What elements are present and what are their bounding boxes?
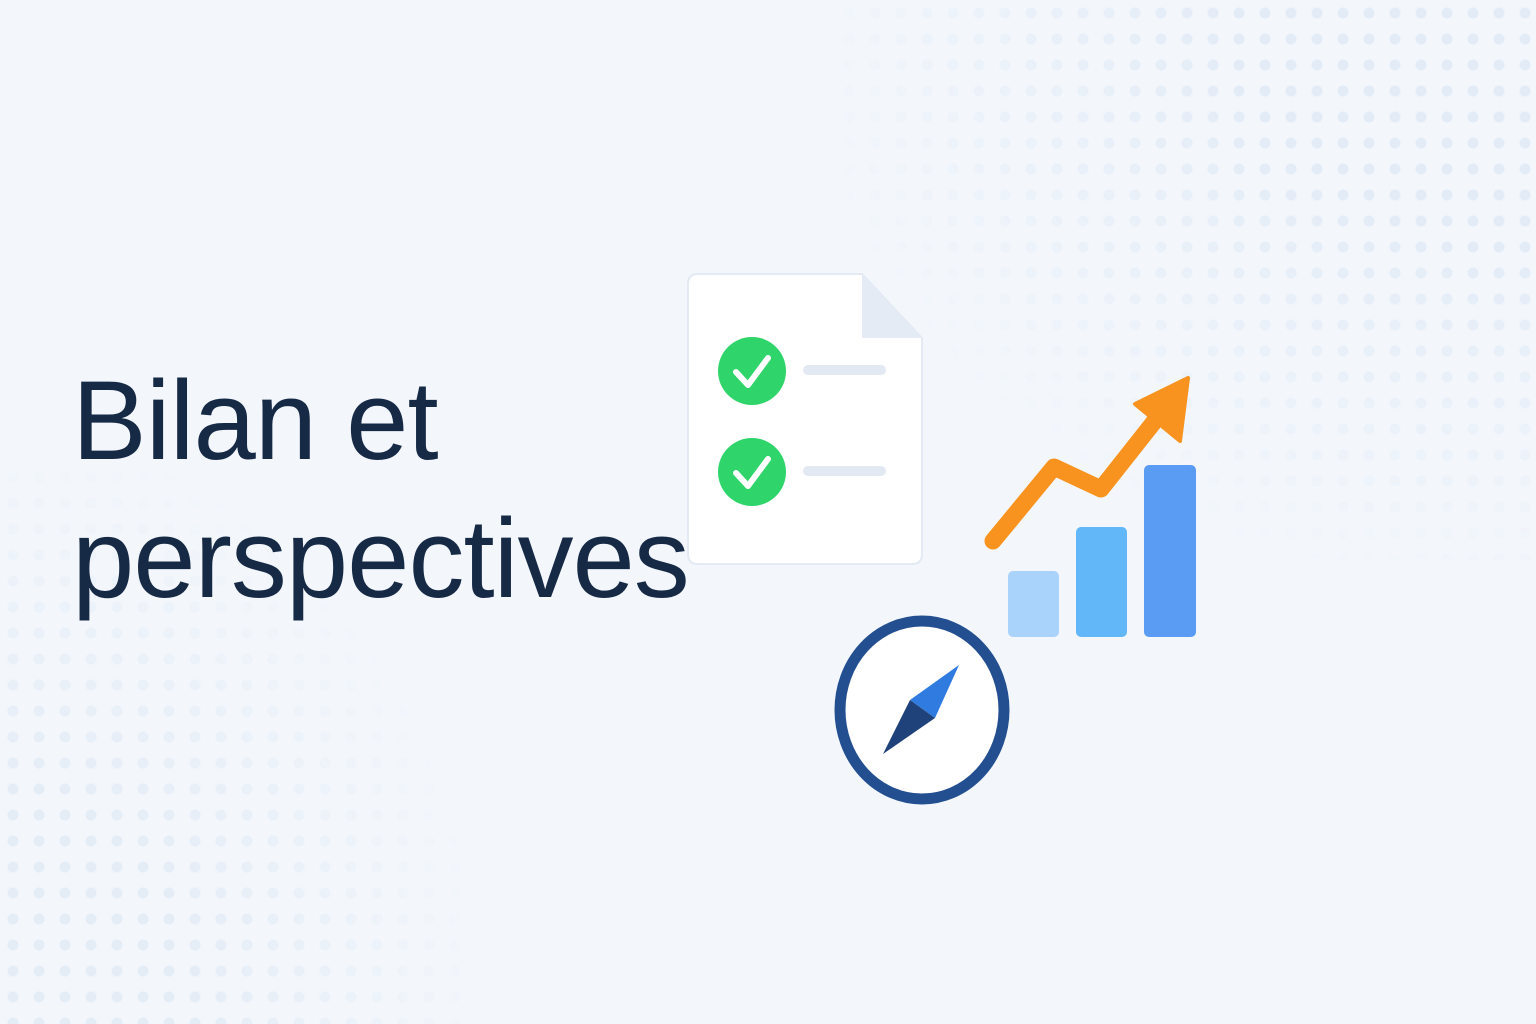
title-line-2: perspectives	[72, 496, 690, 621]
checklist-line	[803, 365, 886, 375]
compass-icon	[834, 615, 1010, 805]
bar-large	[1144, 465, 1196, 637]
check-icon	[718, 438, 786, 506]
title-line-1: Bilan et	[72, 358, 439, 483]
check-icon	[718, 337, 786, 405]
dot-pattern-bottom-left	[0, 464, 460, 1024]
trend-arrow-icon	[984, 376, 1190, 550]
page-title: Bilan et perspectives	[72, 352, 690, 628]
checklist-document-icon	[687, 273, 923, 565]
compass-needle	[910, 665, 959, 718]
checklist-line	[803, 466, 886, 476]
growth-chart-icon	[984, 376, 1196, 637]
bar-small	[1008, 571, 1059, 637]
bar-medium	[1076, 527, 1127, 637]
